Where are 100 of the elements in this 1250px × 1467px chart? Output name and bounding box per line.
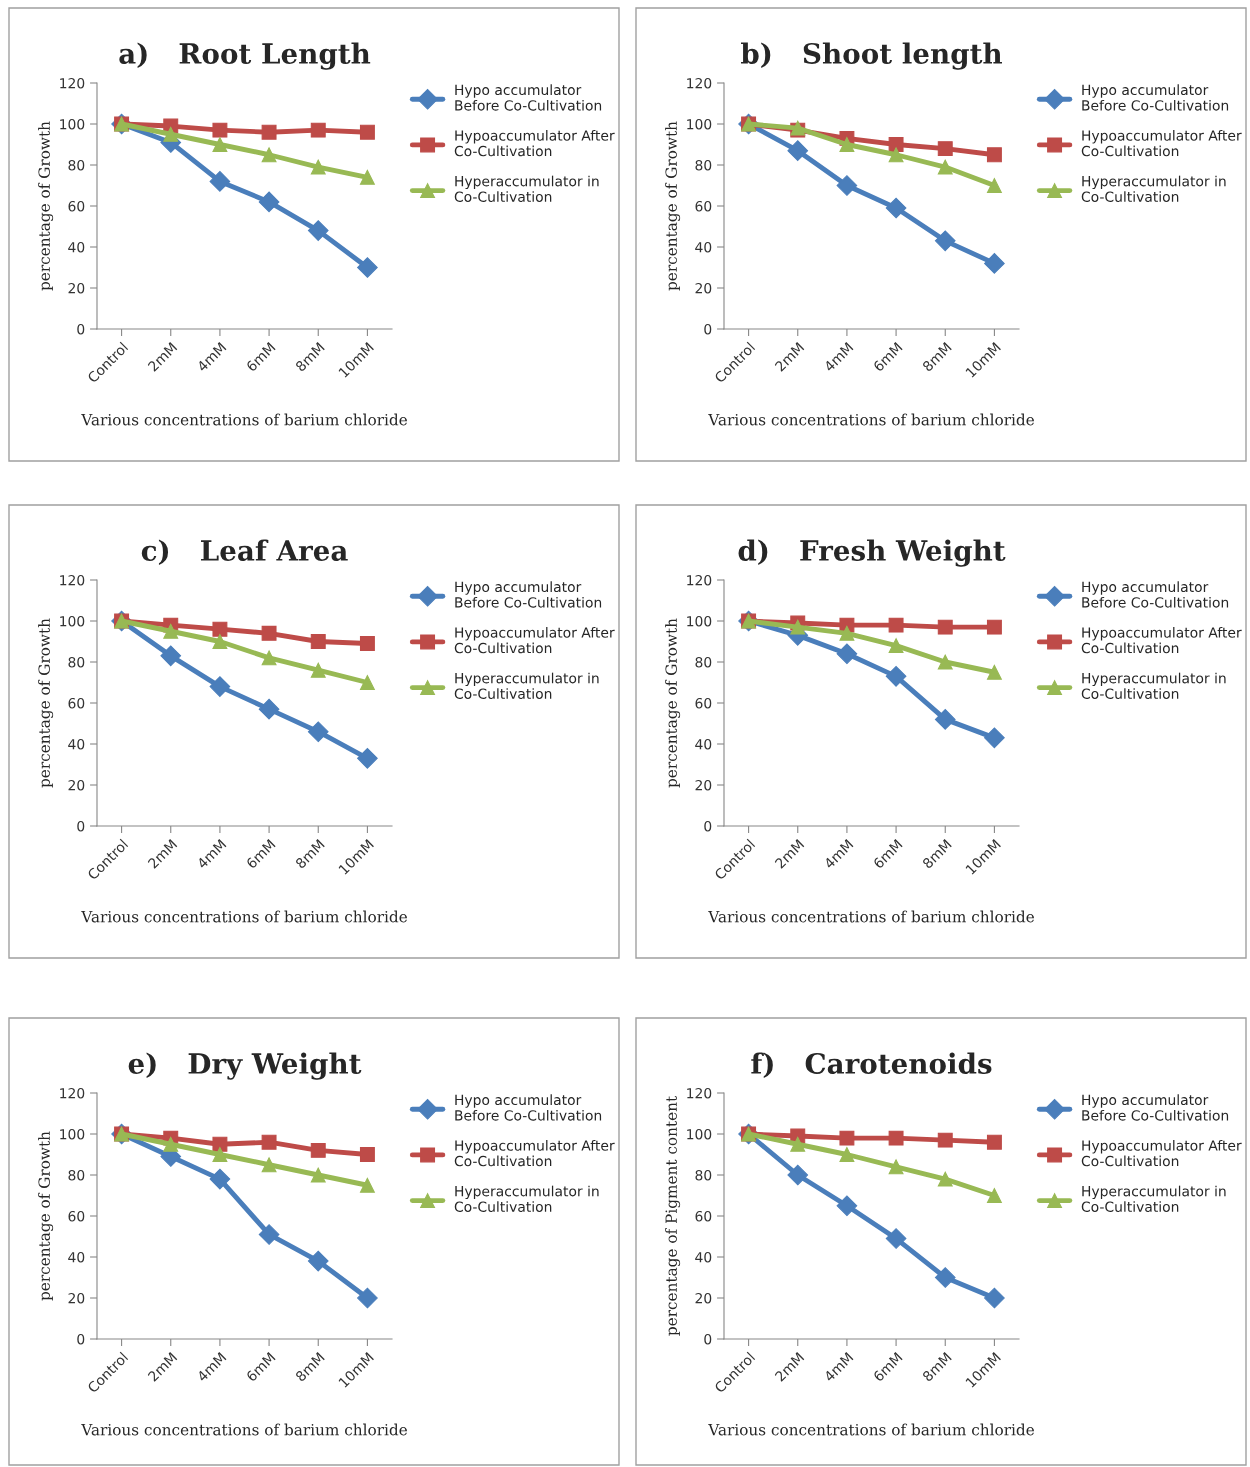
point	[261, 625, 277, 641]
y-tick-label: 40	[68, 1251, 85, 1263]
point	[986, 1188, 1002, 1203]
point	[888, 137, 904, 152]
chart-title: f) Carotenoids	[751, 1052, 992, 1078]
legend-label: Hyperaccumulator in Co-Cultivation	[454, 672, 599, 699]
point	[888, 1159, 904, 1175]
y-tick-label: 80	[68, 159, 85, 171]
y-tick-label: 120	[687, 1087, 712, 1099]
y-axis-title: percentage of Growth	[38, 618, 54, 788]
y-tick-label: 120	[60, 1087, 85, 1099]
y-tick-label: 60	[68, 200, 85, 212]
point	[261, 650, 277, 666]
point	[163, 1136, 179, 1152]
point	[163, 126, 179, 142]
y-tick-label: 80	[695, 656, 712, 668]
y-tick-label: 120	[687, 574, 712, 586]
y-tick-label: 120	[60, 574, 85, 586]
legend-label: Hypo accumulator Before Co-Cultivation	[455, 84, 602, 111]
x-axis-title: Various concentrations of barium chloride	[708, 1423, 1034, 1436]
chart-title: e) Dry Weight	[128, 1052, 362, 1080]
y-tick-label: 120	[687, 77, 712, 89]
y-tick-label: 100	[687, 1128, 712, 1140]
y-tick-label: 60	[68, 697, 85, 709]
point	[836, 643, 858, 665]
legend-label: Hyperaccumulator in Co-Cultivation	[454, 1185, 599, 1212]
point	[310, 1167, 326, 1183]
point	[212, 137, 228, 152]
y-tick-label: 20	[68, 1292, 85, 1304]
legend-label: Hypoaccumulator After Co-Cultivation	[1081, 1140, 1242, 1167]
point	[212, 634, 228, 649]
y-tick-label: 100	[687, 615, 712, 627]
point	[261, 124, 277, 140]
point	[984, 727, 1005, 749]
y-axis-title: percentage of Pigment content	[665, 1095, 681, 1336]
y-tick-label: 20	[68, 282, 85, 294]
y-tick-label: 60	[695, 1210, 712, 1222]
point	[986, 178, 1002, 193]
point	[310, 122, 326, 138]
point	[986, 664, 1002, 680]
legend-label: Hypoaccumulator After Co-Cultivation	[1081, 627, 1242, 654]
legend-label: Hypo accumulator Before Co-Cultivation	[1082, 1094, 1229, 1121]
point	[937, 654, 953, 670]
point	[888, 1130, 904, 1146]
point	[934, 1267, 956, 1288]
y-tick-label: 40	[68, 738, 85, 750]
point	[357, 748, 378, 769]
chart-title: c) Leaf Area	[141, 539, 348, 565]
point	[307, 721, 329, 743]
point	[787, 140, 809, 161]
point	[937, 159, 953, 175]
y-tick-label: 40	[695, 241, 712, 253]
point	[885, 197, 907, 219]
point	[888, 617, 904, 633]
x-axis-title: Various concentrations of barium chloride	[81, 1423, 407, 1436]
point	[359, 1147, 375, 1162]
y-tick-label: 60	[695, 697, 712, 709]
point	[359, 124, 375, 140]
point	[937, 141, 953, 157]
point	[839, 1130, 855, 1146]
legend-label: Hypoaccumulator After Co-Cultivation	[1081, 130, 1242, 157]
point	[937, 1132, 953, 1148]
y-tick-label: 60	[68, 1210, 85, 1222]
y-tick-label: 0	[77, 1333, 85, 1345]
point	[888, 638, 904, 654]
point	[937, 619, 953, 635]
y-tick-label: 40	[695, 1251, 712, 1263]
point	[790, 619, 806, 635]
y-tick-label: 20	[695, 282, 712, 294]
y-tick-label: 100	[60, 615, 85, 627]
y-tick-label: 100	[60, 118, 85, 130]
point	[310, 662, 326, 678]
legend-label: Hyperaccumulator in Co-Cultivation	[1081, 672, 1226, 699]
y-tick-label: 0	[704, 1333, 712, 1345]
point	[212, 122, 228, 138]
point	[261, 1134, 277, 1150]
point	[258, 1224, 280, 1245]
legend-label: Hypo accumulator Before Co-Cultivation	[1082, 84, 1229, 111]
legend-label: Hypo accumulator Before Co-Cultivation	[455, 581, 602, 608]
y-tick-label: 80	[68, 1169, 85, 1181]
point	[310, 159, 326, 175]
x-axis-title: Various concentrations of barium chloride	[81, 413, 407, 426]
legend-label: Hypoaccumulator After Co-Cultivation	[454, 130, 615, 157]
y-tick-label: 20	[68, 779, 85, 791]
point	[937, 1171, 953, 1187]
y-axis-title: percentage of Growth	[38, 1131, 54, 1301]
y-tick-label: 60	[695, 200, 712, 212]
chart-title: a) Root Length	[119, 42, 371, 70]
point	[209, 1168, 231, 1190]
point	[209, 171, 231, 192]
legend-label: Hypo accumulator Before Co-Cultivation	[1082, 581, 1229, 608]
point	[836, 1195, 858, 1217]
y-tick-label: 80	[695, 1169, 712, 1181]
point	[163, 623, 179, 639]
point	[359, 636, 375, 652]
point	[261, 147, 277, 163]
y-tick-label: 40	[695, 738, 712, 750]
point	[984, 1287, 1005, 1309]
y-axis-title: percentage of Growth	[665, 121, 681, 291]
x-axis-title: Various concentrations of barium chloride	[708, 413, 1034, 426]
